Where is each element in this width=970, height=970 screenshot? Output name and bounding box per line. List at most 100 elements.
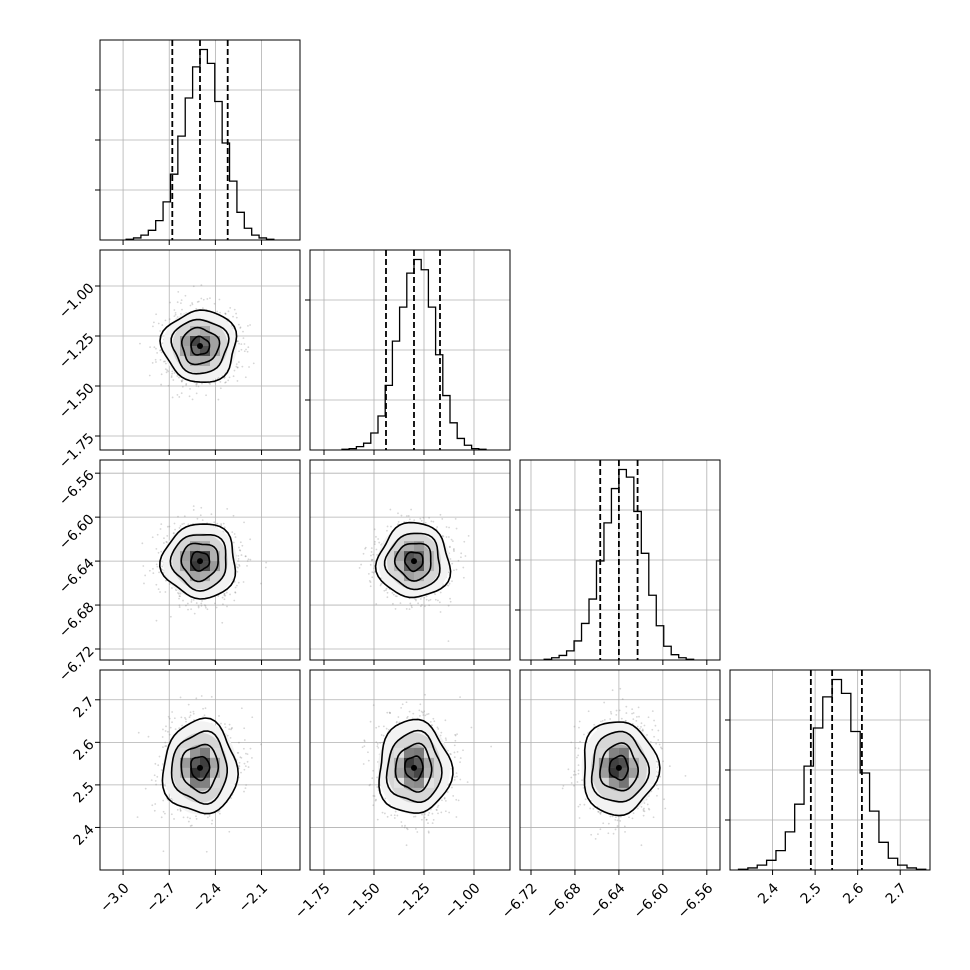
contour-level-0 bbox=[403, 551, 424, 573]
scatter-panel-p3-vs-p2: −6.72 −6.68 −6.64 −6.60 −6.56 bbox=[499, 669, 721, 922]
scatter-panel-p2-vs-p0: −6.72−6.68−6.64−6.60−6.56 bbox=[56, 459, 301, 685]
y-tick-label: 2.4 bbox=[71, 822, 98, 849]
y-tick-label: −6.56 bbox=[56, 467, 98, 509]
density-cell bbox=[210, 551, 220, 562]
density-cell bbox=[598, 767, 609, 778]
density-cell bbox=[200, 326, 210, 336]
density-cell bbox=[190, 336, 200, 346]
x-tick-label: −2.7 bbox=[143, 880, 178, 915]
scatter-panel-p2-vs-p1 bbox=[309, 459, 511, 665]
density-cell bbox=[180, 336, 190, 346]
density-cell bbox=[180, 777, 190, 788]
y-tick-label: −1.25 bbox=[56, 330, 98, 372]
y-tick-label: −1.75 bbox=[56, 430, 98, 472]
x-tick-label: 2.5 bbox=[798, 880, 825, 907]
contour-level-3 bbox=[158, 523, 237, 600]
density-cell bbox=[424, 747, 434, 758]
density-cell bbox=[200, 561, 210, 572]
x-tick-label: −1.00 bbox=[442, 880, 484, 922]
density-cell bbox=[608, 747, 619, 758]
axes-frame bbox=[309, 249, 511, 451]
density-cell bbox=[180, 561, 190, 572]
contour-level-2 bbox=[383, 532, 441, 591]
density-cell bbox=[180, 757, 190, 768]
density-cell bbox=[618, 767, 629, 778]
x-tick-label: −6.72 bbox=[499, 880, 541, 922]
density-cell bbox=[210, 336, 220, 346]
contour-level-1 bbox=[180, 743, 220, 794]
scatter-panel-p1-vs-p0: −1.75 −1.50 −1.25 −1.00 bbox=[56, 249, 301, 472]
density-cell bbox=[200, 747, 210, 758]
density-cell bbox=[190, 346, 200, 356]
density-cell bbox=[180, 767, 190, 778]
density-cell bbox=[394, 747, 404, 758]
density-cell bbox=[424, 561, 434, 572]
density-cell bbox=[404, 767, 414, 778]
contour-level-3 bbox=[378, 718, 454, 814]
x-tick-label: 2.7 bbox=[883, 880, 910, 907]
density-cell bbox=[210, 777, 220, 788]
density-peak bbox=[197, 343, 203, 349]
contour-level-0 bbox=[190, 550, 211, 572]
density-cell bbox=[618, 777, 629, 788]
density-peak bbox=[615, 764, 622, 771]
contour-level-1 bbox=[599, 742, 640, 792]
contour-level-2 bbox=[590, 730, 651, 803]
x-tick-label: −1.75 bbox=[292, 880, 334, 922]
density-cell bbox=[394, 767, 404, 778]
x-tick-label: −3.0 bbox=[97, 880, 132, 915]
density-cell bbox=[424, 551, 434, 562]
density-cell bbox=[200, 777, 210, 788]
density-cell bbox=[414, 757, 424, 768]
axes-frame bbox=[519, 669, 721, 871]
y-tick-label: −1.00 bbox=[56, 280, 98, 322]
hist-panel-p1 bbox=[305, 249, 511, 455]
density-cell bbox=[190, 326, 200, 336]
y-tick-label: −6.72 bbox=[56, 643, 98, 685]
density-cell bbox=[210, 561, 220, 572]
x-tick-label: −2.4 bbox=[190, 880, 225, 915]
density-cell bbox=[210, 767, 220, 778]
density-cell bbox=[414, 571, 424, 582]
contour-level-3 bbox=[374, 521, 452, 599]
x-tick-label: 2.6 bbox=[840, 880, 867, 907]
density-cell bbox=[394, 561, 404, 572]
density-cell bbox=[598, 757, 609, 768]
y-tick-label: −6.68 bbox=[56, 599, 98, 641]
y-tick-label: 2.5 bbox=[71, 779, 98, 806]
density-cell bbox=[394, 551, 404, 562]
density-cell bbox=[190, 356, 200, 366]
density-peak bbox=[411, 764, 417, 771]
density-cell bbox=[190, 551, 200, 562]
density-cell bbox=[628, 747, 639, 758]
x-tick-label: −2.1 bbox=[236, 880, 271, 915]
axes-frame bbox=[99, 249, 301, 451]
density-cell bbox=[424, 777, 434, 788]
axes-frame bbox=[99, 669, 301, 871]
y-tick-label: −6.60 bbox=[56, 511, 98, 553]
density-cell bbox=[190, 757, 200, 768]
density-cell bbox=[628, 767, 639, 778]
density-cell bbox=[404, 777, 414, 788]
density-cell bbox=[414, 767, 424, 778]
density-cell bbox=[414, 777, 424, 788]
contour-level-0 bbox=[190, 335, 211, 356]
density-cell bbox=[424, 757, 434, 768]
axes-frame bbox=[729, 669, 931, 871]
density-cell bbox=[608, 757, 619, 768]
x-tick-label: −6.64 bbox=[587, 880, 629, 922]
hist-panel-p2 bbox=[515, 459, 721, 665]
contour-level-3 bbox=[161, 717, 240, 815]
x-tick-label: 2.4 bbox=[755, 880, 782, 907]
contour-level-2 bbox=[170, 318, 230, 375]
density-cell bbox=[200, 356, 210, 366]
contour-level-0 bbox=[190, 755, 211, 782]
contour-level-1 bbox=[180, 542, 219, 583]
density-cell bbox=[608, 777, 619, 788]
density-cell bbox=[200, 571, 210, 582]
contour-level-3 bbox=[159, 309, 238, 384]
density-cell bbox=[414, 561, 424, 572]
axes-frame bbox=[309, 669, 511, 871]
x-tick-label: −1.50 bbox=[342, 880, 384, 922]
